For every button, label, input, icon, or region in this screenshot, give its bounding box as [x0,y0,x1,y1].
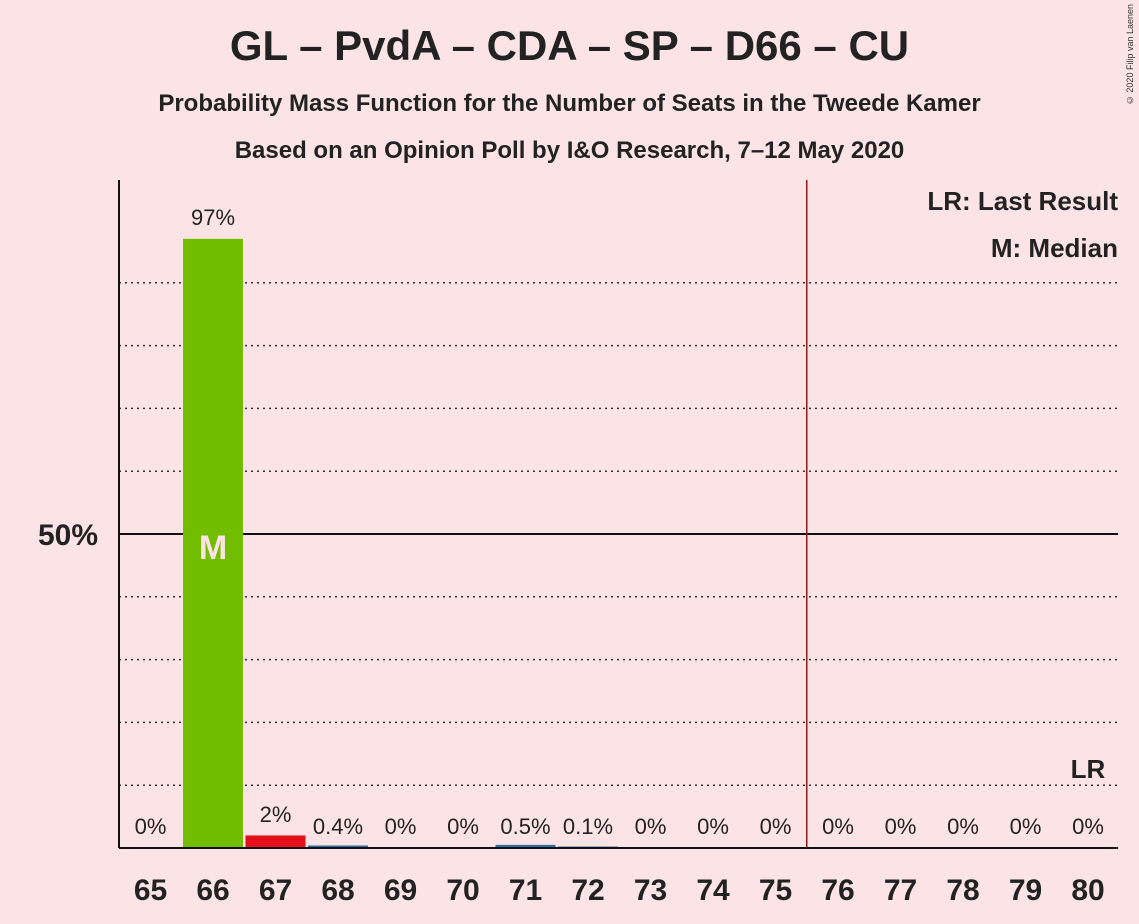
value-label-74: 0% [697,814,729,839]
y-tick-50: 50% [38,519,98,552]
value-label-70: 0% [447,814,479,839]
chart-title: GL – PvdA – CDA – SP – D66 – CU [229,22,910,69]
x-tick-73: 73 [634,874,667,907]
value-label-69: 0% [385,814,417,839]
x-tick-78: 78 [946,874,979,907]
value-labels: 0% 97% 2% 0.4% 0% 0% 0.5% 0.1% 0% 0% 0% 0% 0% 0% 0% 0% [135,205,1104,839]
value-label-78: 0% [947,814,979,839]
value-label-66: 97% [191,205,235,230]
x-tick-75: 75 [759,874,792,907]
value-label-77: 0% [885,814,917,839]
x-tick-65: 65 [134,874,167,907]
bar-67 [245,835,306,848]
value-label-73: 0% [635,814,667,839]
x-tick-79: 79 [1009,874,1042,907]
bar-66 [183,238,243,849]
gridlines [119,282,1118,786]
chart-source-line: Based on an Opinion Poll by I&O Research… [234,137,905,164]
x-tick-69: 69 [384,874,417,907]
x-tick-labels: 65 66 67 68 69 70 71 72 73 74 75 76 77 78 79 80 [134,874,1105,907]
x-tick-68: 68 [321,874,354,907]
value-label-76: 0% [822,814,854,839]
bars [183,238,618,849]
x-tick-76: 76 [821,874,854,907]
x-tick-72: 72 [571,874,604,907]
x-tick-74: 74 [696,874,730,907]
chart-subtitle: Probability Mass Function for the Number… [158,90,981,117]
value-label-68: 0.4% [313,814,363,839]
x-tick-80: 80 [1071,874,1104,907]
x-tick-77: 77 [884,874,917,907]
x-tick-71: 71 [509,874,542,907]
legend-median: M: Median [991,233,1118,263]
value-label-75: 0% [760,814,792,839]
x-tick-70: 70 [446,874,479,907]
value-label-72: 0.1% [563,814,613,839]
value-label-65: 0% [135,814,167,839]
x-tick-67: 67 [259,874,292,907]
last-result-marker: LR [1071,754,1106,784]
value-label-80: 0% [1072,814,1104,839]
value-label-67: 2% [260,802,292,827]
value-label-79: 0% [1010,814,1042,839]
bar-71 [495,844,556,848]
x-tick-66: 66 [196,874,229,907]
bar-68 [308,845,368,848]
value-label-71: 0.5% [500,814,550,839]
median-marker: M [199,529,227,567]
legend-last-result: LR: Last Result [927,186,1118,216]
